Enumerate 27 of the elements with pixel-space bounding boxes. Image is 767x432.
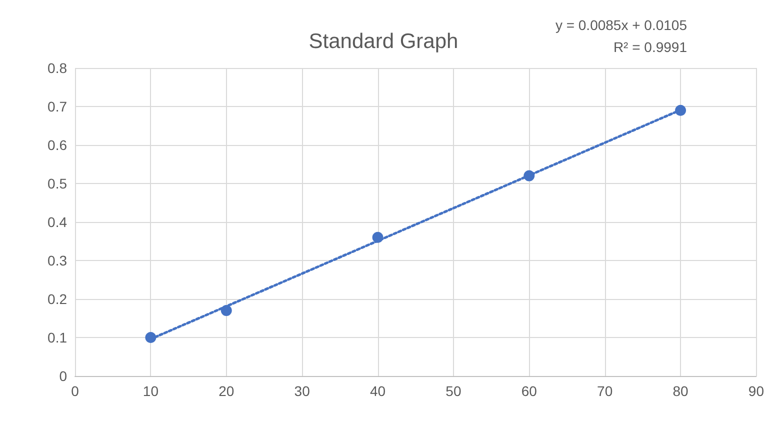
point bbox=[524, 170, 535, 182]
y-tick-label: 0.7 bbox=[48, 98, 68, 114]
y-tick-label: 0.1 bbox=[48, 330, 68, 346]
point bbox=[145, 332, 156, 343]
x-tick-label: 60 bbox=[521, 383, 538, 399]
x-tick-label: 30 bbox=[294, 383, 310, 399]
x-tick-label: 10 bbox=[142, 383, 159, 399]
y-tick-label: 0.5 bbox=[48, 176, 68, 192]
text: R² = 0.9991 bbox=[613, 39, 688, 55]
x-tick-label: 40 bbox=[370, 383, 386, 399]
y-tick-label: 0.4 bbox=[48, 214, 68, 230]
x-tick-label: 0 bbox=[71, 383, 80, 399]
y-tick-label: 0.3 bbox=[48, 252, 68, 268]
y-tick-label: 0 bbox=[59, 368, 68, 384]
x-tick-label: 50 bbox=[446, 383, 462, 399]
x-tick-label: 80 bbox=[672, 383, 689, 399]
text: y = 0.0085x + 0.0105 bbox=[555, 17, 688, 33]
y-tick-label: 0.2 bbox=[48, 291, 68, 307]
x-tick-label: 70 bbox=[597, 383, 613, 399]
point bbox=[372, 232, 384, 243]
x-tick-label: 90 bbox=[748, 383, 764, 399]
point bbox=[675, 104, 686, 116]
chart-title: Standard Graph bbox=[308, 30, 458, 53]
y-tick-label: 0.6 bbox=[48, 137, 68, 153]
y-tick-label: 0.8 bbox=[48, 60, 68, 76]
x-tick-label: 20 bbox=[218, 383, 234, 399]
point bbox=[220, 305, 232, 316]
